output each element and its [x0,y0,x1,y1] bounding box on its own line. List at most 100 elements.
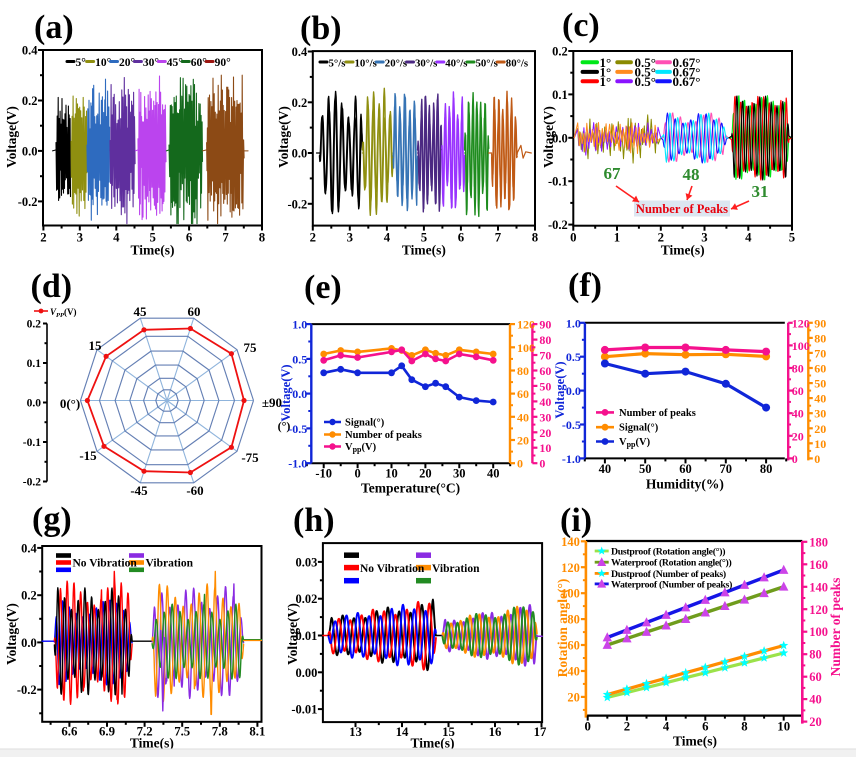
svg-text:7.8: 7.8 [212,725,228,739]
svg-text:0.67°: 0.67° [673,74,701,89]
svg-text:(h): (h) [293,502,335,539]
svg-text:(f): (f) [568,267,602,304]
svg-text:0.4: 0.4 [22,44,38,58]
svg-text:Time(s): Time(s) [130,736,174,751]
svg-text:0.0: 0.0 [27,398,42,410]
svg-text:-60: -60 [186,483,203,498]
svg-text:-45: -45 [130,483,148,498]
svg-text:0(°): 0(°) [60,396,80,411]
svg-text:120: 120 [517,318,535,332]
svg-text:20: 20 [792,429,804,443]
svg-text:-0.5: -0.5 [288,422,307,436]
svg-text:Time(s): Time(s) [131,243,175,258]
svg-text:1°: 1° [600,74,612,89]
svg-text:0.4: 0.4 [292,45,308,59]
svg-text:20: 20 [814,422,826,436]
svg-text:40: 40 [567,665,580,679]
svg-text:2: 2 [310,231,316,245]
svg-text:Voltage(V): Voltage(V) [4,106,19,168]
svg-text:3: 3 [77,231,83,245]
svg-text:60: 60 [814,362,826,376]
svg-text:0.0: 0.0 [552,131,568,145]
svg-text:1.0: 1.0 [292,318,307,332]
svg-text:Number of Peaks: Number of Peaks [636,202,728,216]
svg-text:6.9: 6.9 [99,725,115,739]
svg-text:(e): (e) [304,269,342,306]
svg-text:80: 80 [760,462,773,476]
svg-text:90: 90 [539,318,551,332]
svg-text:Vibration: Vibration [432,563,480,575]
svg-text:Temperature(°C): Temperature(°C) [361,481,460,496]
svg-text:30°/s: 30°/s [415,58,437,70]
svg-text:8: 8 [259,231,265,245]
svg-text:60: 60 [567,639,580,653]
svg-text:0.4: 0.4 [21,541,37,555]
svg-text:(b): (b) [300,10,342,47]
svg-text:5°/s: 5°/s [329,58,346,70]
svg-text:60°: 60° [191,57,208,69]
svg-text:100: 100 [809,625,828,639]
svg-text:5: 5 [789,231,795,245]
svg-text:No Vibration: No Vibration [73,558,138,570]
svg-text:-0.1: -0.1 [548,175,568,189]
svg-text:140: 140 [809,580,828,594]
svg-text:-0.2: -0.2 [548,218,568,232]
svg-text:0.5: 0.5 [292,352,307,366]
svg-text:Voltage(V): Voltage(V) [541,106,556,168]
svg-text:Vpp(V): Vpp(V) [619,437,651,449]
svg-text:40: 40 [814,392,826,406]
svg-text:Dustproof (Number of peaks): Dustproof (Number of peaks) [611,569,726,580]
svg-text:20: 20 [419,467,432,481]
svg-text:2: 2 [624,720,630,734]
svg-text:6: 6 [702,720,709,734]
svg-text:Humidity(%): Humidity(%) [646,477,724,492]
svg-text:(d): (d) [31,268,73,305]
svg-text:Voltage(V): Voltage(V) [553,361,567,418]
svg-text:4: 4 [663,720,670,734]
svg-text:100: 100 [561,587,580,601]
svg-text:75: 75 [244,340,258,355]
svg-text:-0.1: -0.1 [23,437,41,449]
svg-text:60: 60 [809,670,822,684]
svg-text:45°: 45° [167,57,184,69]
svg-text:160: 160 [809,558,828,572]
svg-text:80°/s: 80°/s [506,58,528,70]
svg-text:0.67°: 0.67° [673,64,701,79]
svg-text:Number of peaks: Number of peaks [345,430,422,441]
svg-text:8: 8 [532,231,538,245]
svg-text:0: 0 [517,457,523,471]
svg-text:Signal(°): Signal(°) [345,418,385,429]
svg-text:10: 10 [814,437,826,451]
svg-text:5°: 5° [76,57,87,69]
svg-text:50: 50 [539,379,551,393]
svg-text:(a): (a) [34,9,74,46]
svg-text:0.1: 0.1 [27,358,42,370]
svg-text:40: 40 [809,693,822,707]
svg-text:0.2: 0.2 [21,589,37,603]
svg-text:7.2: 7.2 [137,725,153,739]
svg-text:0.0: 0.0 [292,387,307,401]
svg-text:0.02: 0.02 [296,592,318,606]
svg-text:(i): (i) [560,502,592,539]
svg-text:3: 3 [701,231,707,245]
svg-text:Signal(°): Signal(°) [619,423,659,434]
svg-text:Vibration: Vibration [146,558,194,570]
svg-text:60: 60 [188,304,201,319]
svg-text:6: 6 [186,231,193,245]
svg-text:10: 10 [539,441,551,455]
svg-text:120: 120 [809,603,828,617]
svg-text:0.2: 0.2 [292,96,308,110]
svg-text:60: 60 [679,462,692,476]
svg-text:70: 70 [720,462,733,476]
svg-text:8.1: 8.1 [249,725,265,739]
svg-text:40: 40 [599,462,612,476]
svg-text:120: 120 [561,561,580,575]
svg-text:0.2: 0.2 [552,45,568,59]
svg-text:-0.5: -0.5 [562,418,581,432]
svg-text:-0.2: -0.2 [288,197,308,211]
svg-text:Dustproof (Rotation angle(°)): Dustproof (Rotation angle(°)) [611,547,725,558]
svg-text:-1.0: -1.0 [288,457,307,471]
svg-text:1°: 1° [600,64,612,79]
svg-text:40: 40 [487,467,500,481]
svg-text:30: 30 [814,407,826,421]
